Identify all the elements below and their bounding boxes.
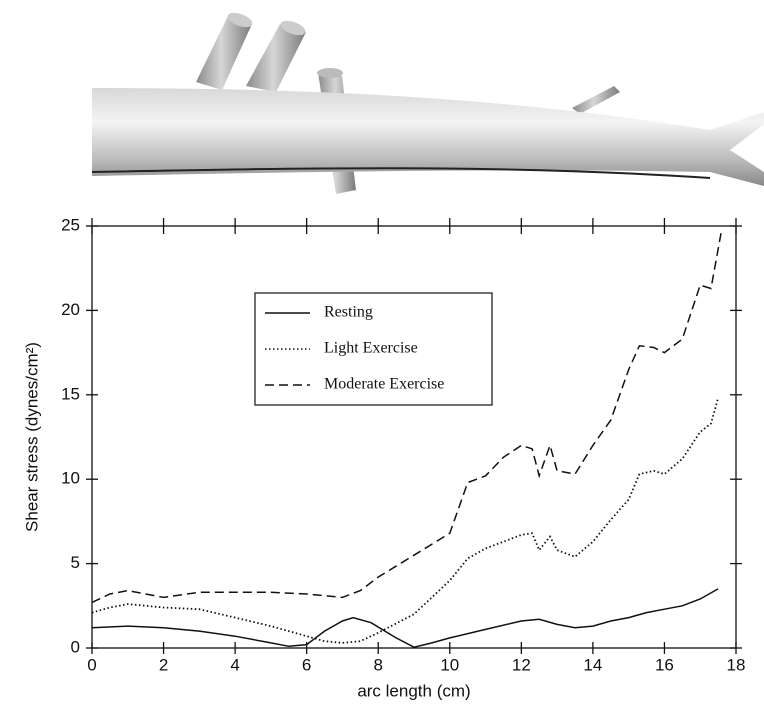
x-tick-label: 16: [655, 655, 674, 674]
y-tick-label: 25: [61, 215, 80, 234]
x-axis-label: arc length (cm): [357, 681, 470, 700]
x-tick-label: 14: [583, 655, 602, 674]
x-tick-label: 0: [87, 655, 96, 674]
vessel-illustration: [91, 12, 764, 194]
x-tick-label: 12: [512, 655, 531, 674]
y-tick-label: 20: [61, 300, 80, 319]
plot-frame: [91, 225, 737, 649]
legend-label: Light Exercise: [324, 340, 418, 357]
legend-label: Resting: [324, 304, 373, 321]
legend-label: Moderate Exercise: [324, 376, 444, 393]
y-tick-label: 0: [71, 637, 80, 656]
y-axis-label: Shear stress (dynes/cm²): [22, 342, 41, 532]
series-line: [91, 229, 723, 604]
series-line: [91, 588, 719, 648]
x-tick-label: 8: [373, 655, 382, 674]
x-tick-label: 2: [159, 655, 168, 674]
y-tick-label: 15: [61, 384, 80, 403]
series-line: [91, 397, 719, 644]
legend: Resting Light Exercise Moderate Exercise: [254, 292, 493, 406]
x-tick-label: 4: [230, 655, 239, 674]
x-tick-label: 18: [727, 655, 746, 674]
y-tick-label: 5: [71, 553, 80, 572]
x-tick-label: 10: [440, 655, 459, 674]
x-tick-label: 6: [302, 655, 311, 674]
y-tick-label: 10: [61, 469, 80, 488]
